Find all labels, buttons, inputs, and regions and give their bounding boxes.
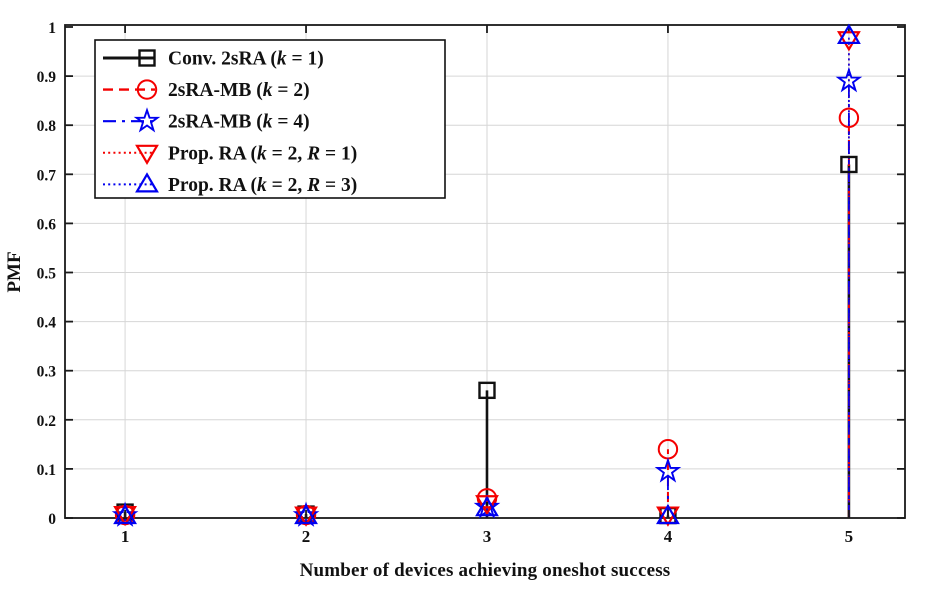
- x-tick-label: 4: [664, 527, 673, 546]
- x-axis-label: Number of devices achieving oneshot succ…: [299, 560, 671, 581]
- y-tick-label: 0.5: [37, 266, 57, 283]
- marker-triangle-up: [113, 503, 138, 525]
- marker-star: [654, 457, 682, 483]
- y-tick-label: 0.4: [37, 315, 57, 332]
- y-tick-label: 0: [48, 511, 56, 528]
- plot-border: [64, 24, 906, 519]
- x-tick-label: 5: [845, 527, 854, 546]
- marker-triangle-down: [135, 144, 159, 165]
- marker-square: [840, 155, 858, 174]
- data-markers: [111, 23, 863, 527]
- x-tick-label: 1: [121, 527, 130, 546]
- marker-star: [835, 67, 863, 93]
- legend-label: Prop. RA (k = 2, R = 1): [168, 143, 357, 164]
- y-tick-label: 1: [48, 20, 56, 37]
- y-tick-label: 0.6: [37, 216, 57, 233]
- legend: Conv. 2sRA (k = 1) 2sRA-MB (k = 2) 2sRA-MB…: [94, 39, 446, 199]
- y-tick-label: 0.2: [37, 413, 57, 430]
- marker-triangle-up: [135, 172, 159, 193]
- legend-label: 2sRA-MB (k = 4): [168, 112, 310, 133]
- y-tick-label: 0.9: [37, 69, 57, 86]
- y-axis-label: PMF: [4, 251, 25, 293]
- stem-lines: [123, 35, 851, 518]
- marker-triangle-up: [294, 503, 318, 525]
- marker-triangle-down: [836, 31, 861, 52]
- y-tick-label: 0.3: [37, 364, 57, 381]
- marker-star: [133, 107, 161, 133]
- y-tick-label: 0.7: [37, 167, 57, 184]
- marker-square: [138, 49, 156, 67]
- marker-circle: [136, 79, 158, 100]
- y-tick-label: 0.8: [37, 118, 57, 135]
- x-tick-label: 2: [302, 527, 311, 546]
- marker-triangle-up: [656, 503, 680, 525]
- marker-circle: [838, 107, 860, 129]
- y-tick-label: 0.1: [37, 462, 56, 479]
- marker-triangle-up: [836, 23, 861, 44]
- axes-box: [64, 24, 906, 519]
- legend-label: Conv. 2sRA (k = 1): [168, 49, 324, 70]
- marker-triangle-up: [475, 496, 499, 517]
- legend-label: 2sRA-MB (k = 2): [168, 80, 310, 101]
- marker-square: [478, 381, 496, 400]
- x-tick-label: 3: [483, 527, 492, 546]
- tick-labels: 1 2 3 4 5 0 0.1 0.2 0.3 0.4 0.5 0.6 0.7 0.8 0.9 1: [37, 20, 854, 546]
- legend-label: Prop. RA (k = 2, R = 3): [168, 175, 357, 196]
